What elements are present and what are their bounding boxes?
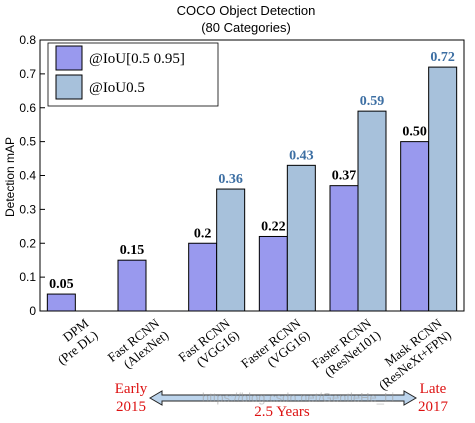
timeline-arrow xyxy=(149,390,417,406)
x-tick-label-4: Faster RCNN(VGG16) xyxy=(238,315,313,371)
timeline-span-label: 2.5 Years xyxy=(254,404,310,420)
legend: @IoU[0.5 0.95] @IoU0.5 xyxy=(47,42,219,107)
x-tick-label-2: Fast RCNN(AlexNet) xyxy=(105,315,172,371)
timeline: Early 2015 Late 2017 2.5 Years xyxy=(115,381,449,420)
bar-series-1-2 xyxy=(117,259,147,312)
data-label-series-2-3: 0.36 xyxy=(218,172,243,187)
bar-series-2-6 xyxy=(428,66,458,312)
bars xyxy=(46,66,458,312)
y-tick-label: 0.4 xyxy=(19,169,36,183)
value-labels: 0.05 0.15 0.2 0.36 0.22 0.43 0.37 0.59 0.50 0.72 xyxy=(49,50,455,292)
data-label-series-1-2: 0.15 xyxy=(120,243,145,258)
watermark: https://blog.csdn.net/GentleHe_Li xyxy=(202,390,394,405)
legend-label-series-2: @IoU0.5 xyxy=(89,80,145,96)
data-label-series-1-5: 0.37 xyxy=(332,169,357,184)
data-label-series-1-6: 0.50 xyxy=(402,125,427,140)
x-tick-label-1: DPM(Pre DL) xyxy=(55,315,101,368)
bar-series-2-5 xyxy=(357,110,387,312)
plot-frame xyxy=(39,39,465,312)
timeline-start-line1: Early xyxy=(115,381,148,397)
bar-series-1-4 xyxy=(258,235,288,312)
y-tick-label: 0.5 xyxy=(19,135,36,149)
y-tick-label: 0.2 xyxy=(19,236,36,250)
timeline-start-line2: 2015 xyxy=(116,399,146,415)
timeline-end-line2: 2017 xyxy=(418,399,449,415)
timeline-end-line1: Late xyxy=(420,381,447,397)
data-label-series-2-4: 0.43 xyxy=(289,148,314,163)
legend-label-series-1: @IoU[0.5 0.95] xyxy=(89,51,185,67)
y-tick-label: 0 xyxy=(29,304,36,318)
y-tick-label: 0.1 xyxy=(19,270,36,284)
bar-series-1-1 xyxy=(46,293,76,312)
y-tick-label: 0.7 xyxy=(19,67,36,81)
bar-series-2-4 xyxy=(286,164,316,312)
y-axis: 0 0.1 0.2 0.3 0.4 0.5 0.6 0.7 0.8 xyxy=(19,33,45,318)
legend-swatch-series-1 xyxy=(55,45,83,71)
y-tick-label: 0.6 xyxy=(19,101,36,115)
legend-swatch-series-2 xyxy=(55,74,83,100)
x-tick-label-3: Fast RCNN(VGG16) xyxy=(175,315,242,370)
data-label-series-1-1: 0.05 xyxy=(49,277,74,292)
x-tick-label-5: Faster RCNN(ResNet101) xyxy=(309,315,384,380)
data-label-series-2-6: 0.72 xyxy=(430,50,455,65)
bar-series-1-6 xyxy=(400,141,430,312)
y-axis-label: Detection mAP xyxy=(3,137,17,217)
y-tick-label: 0.8 xyxy=(19,33,36,47)
data-label-series-1-4: 0.22 xyxy=(261,219,286,234)
chart-title: COCO Object Detection xyxy=(177,3,316,18)
chart-subtitle: (80 Categories) xyxy=(201,20,291,35)
data-label-series-2-5: 0.59 xyxy=(360,94,385,109)
bar-series-1-3 xyxy=(188,242,218,312)
bar-series-1-5 xyxy=(329,185,359,312)
y-tick-label: 0.3 xyxy=(19,202,36,216)
x-tick-labels: DPM(Pre DL) Fast RCNN(AlexNet) Fast RCNN(V… xyxy=(55,315,454,393)
data-label-series-1-3: 0.2 xyxy=(194,226,212,241)
bar-series-2-3 xyxy=(216,188,246,312)
